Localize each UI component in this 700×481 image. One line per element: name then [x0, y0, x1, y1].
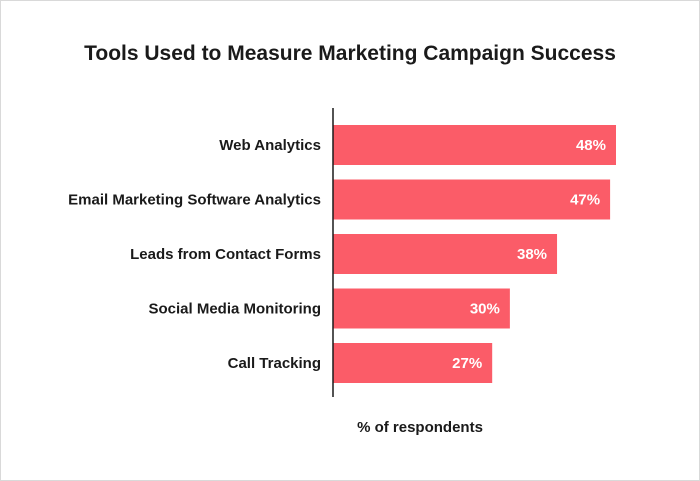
category-label: Web Analytics: [219, 137, 321, 154]
x-axis-title: % of respondents: [357, 419, 483, 436]
category-label: Email Marketing Software Analytics: [68, 192, 321, 209]
bar-2: [333, 179, 611, 220]
data-label: 27%: [452, 355, 482, 372]
category-label: Leads from Contact Forms: [130, 246, 321, 263]
bar-1: [333, 125, 616, 165]
data-label: 48%: [576, 137, 606, 154]
bar-5: [333, 343, 493, 383]
data-label: 30%: [470, 301, 500, 318]
data-label: 47%: [570, 192, 600, 209]
category-label: Social Media Monitoring: [148, 301, 321, 318]
bar-4: [333, 288, 510, 329]
chart-title: Tools Used to Measure Marketing Campaign…: [84, 42, 616, 65]
data-label: 38%: [517, 246, 547, 263]
category-label: Call Tracking: [228, 355, 321, 372]
bar-3: [333, 234, 558, 274]
